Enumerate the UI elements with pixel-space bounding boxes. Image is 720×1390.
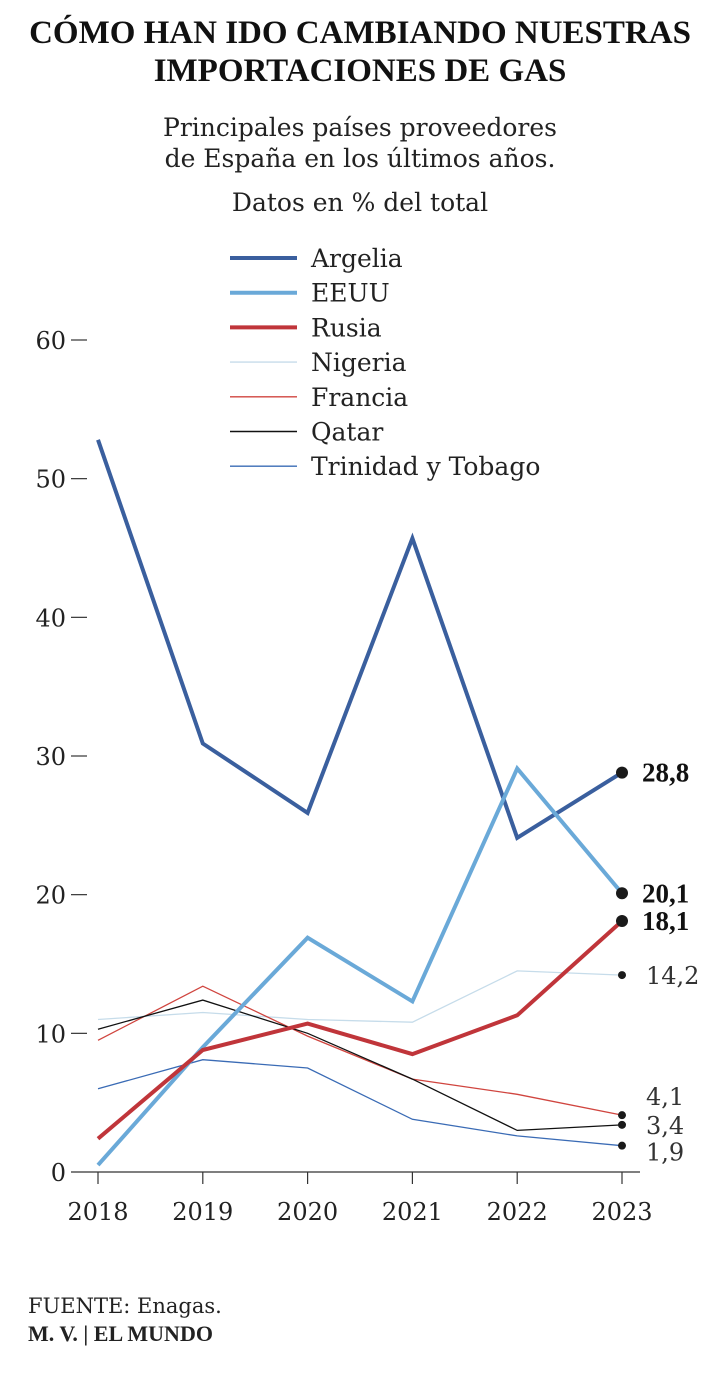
subtitle-line-1: Principales países proveedores bbox=[163, 113, 557, 142]
end-dot-nigeria bbox=[618, 971, 626, 980]
end-dot-trinidad-y-tobago bbox=[618, 1141, 626, 1150]
series-line-qatar bbox=[97, 999, 623, 1132]
x-axis: 2018 2019 2020 2021 2022 2023 bbox=[67, 1171, 653, 1226]
x-tick-label: 2018 bbox=[67, 1198, 128, 1226]
legend-label: Francia bbox=[311, 383, 408, 412]
end-label-francia: 4,1 bbox=[646, 1083, 684, 1111]
chart-subtitle: Principales países proveedores de España… bbox=[0, 112, 720, 174]
footer: FUENTE: Enagas. M. V. | EL MUNDO bbox=[28, 1293, 222, 1348]
legend-item-francia: Francia bbox=[230, 383, 408, 412]
legend-item-argelia: Argelia bbox=[230, 244, 403, 273]
end-dot-qatar bbox=[618, 1120, 626, 1129]
legend-item-trinidad-y-tobago: Trinidad y Tobago bbox=[230, 452, 540, 481]
end-label-trinidad-y-tobago: 1,9 bbox=[646, 1139, 684, 1167]
x-tick-label: 2023 bbox=[591, 1198, 652, 1226]
legend: Argelia EEUU Rusia Nigeria Francia Qatar Trini… bbox=[230, 244, 540, 481]
title-line-2: IMPORTACIONES DE GAS bbox=[153, 53, 567, 89]
units-label: Datos en % del total bbox=[231, 188, 489, 217]
legend-item-eeuu: EEUU bbox=[230, 279, 390, 308]
author-credit: M. V. | EL MUNDO bbox=[28, 1321, 213, 1346]
legend-item-qatar: Qatar bbox=[230, 418, 383, 447]
end-label-rusia: 18,1 bbox=[642, 906, 689, 936]
legend-label: Trinidad y Tobago bbox=[311, 452, 540, 481]
legend-label: Argelia bbox=[310, 244, 403, 273]
series-line-argelia bbox=[96, 439, 624, 841]
end-dot-eeuu bbox=[616, 887, 628, 900]
y-axis: 0 10 20 30 40 50 60 bbox=[35, 327, 87, 1187]
x-tick-label: 2022 bbox=[487, 1198, 548, 1226]
subtitle-line-2: de España en los últimos años. bbox=[164, 144, 556, 173]
x-tick-label: 2021 bbox=[382, 1198, 443, 1226]
title-line-1: CÓMO HAN IDO CAMBIANDO NUESTRAS bbox=[29, 15, 691, 51]
end-dot-francia bbox=[618, 1111, 626, 1120]
series-line-nigeria bbox=[97, 970, 623, 1023]
end-labels: 28,8 20,118,1 14,2 4,13,41,9 bbox=[616, 758, 699, 1167]
end-dot-rusia bbox=[616, 915, 628, 928]
x-tick-label: 2019 bbox=[172, 1198, 233, 1226]
legend-item-nigeria: Nigeria bbox=[230, 348, 407, 377]
legend-label: Qatar bbox=[311, 418, 383, 447]
legend-item-rusia: Rusia bbox=[230, 313, 382, 342]
y-tick-label: 30 bbox=[35, 743, 66, 771]
series-lines bbox=[96, 439, 624, 1167]
legend-label: EEUU bbox=[311, 279, 390, 308]
end-label-qatar: 3,4 bbox=[646, 1112, 684, 1140]
legend-label: Rusia bbox=[311, 313, 382, 342]
end-label-argelia: 28,8 bbox=[642, 758, 689, 788]
series-line-francia bbox=[97, 985, 623, 1116]
y-tick-label: 40 bbox=[35, 604, 66, 632]
y-tick-label: 10 bbox=[35, 1020, 66, 1048]
series-line-eeuu bbox=[96, 764, 624, 1167]
end-label-eeuu: 20,1 bbox=[642, 878, 689, 908]
end-dot-argelia bbox=[616, 766, 628, 779]
series-line-rusia bbox=[96, 919, 624, 1141]
y-tick-label: 60 bbox=[35, 327, 66, 355]
end-label-nigeria: 14,2 bbox=[646, 962, 699, 990]
y-tick-label: 20 bbox=[35, 882, 66, 910]
y-tick-label: 0 bbox=[51, 1159, 66, 1187]
source-note: FUENTE: Enagas. bbox=[28, 1294, 222, 1318]
y-tick-label: 50 bbox=[35, 466, 66, 494]
legend-label: Nigeria bbox=[311, 348, 407, 377]
chart-title: CÓMO HAN IDO CAMBIANDO NUESTRAS IMPORTAC… bbox=[0, 14, 720, 90]
x-tick-label: 2020 bbox=[277, 1198, 338, 1226]
